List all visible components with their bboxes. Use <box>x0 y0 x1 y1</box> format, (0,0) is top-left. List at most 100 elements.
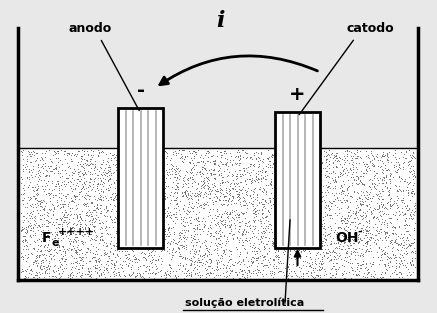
Point <box>192 163 199 168</box>
Point <box>319 184 326 189</box>
Point <box>70 236 77 241</box>
Point <box>180 207 187 212</box>
Point <box>71 153 78 158</box>
Point <box>111 264 118 269</box>
Point <box>34 254 41 259</box>
Point <box>176 173 183 178</box>
Point <box>72 234 79 239</box>
Point <box>262 215 269 220</box>
Point <box>252 214 259 219</box>
Point <box>401 151 408 156</box>
Point <box>243 150 250 155</box>
Point <box>327 258 334 263</box>
Point <box>215 198 222 203</box>
Point <box>376 204 383 209</box>
Point <box>243 176 250 181</box>
Point <box>352 178 359 183</box>
Point <box>323 173 330 178</box>
Point <box>248 161 255 166</box>
Point <box>232 269 239 274</box>
Point <box>144 270 151 275</box>
Point <box>205 249 212 254</box>
Point <box>103 225 110 230</box>
Point <box>254 210 261 215</box>
Point <box>94 180 101 185</box>
Point <box>304 269 311 274</box>
Point <box>184 228 191 233</box>
Point <box>86 222 93 227</box>
Point <box>326 162 333 167</box>
Point <box>221 194 228 199</box>
Point <box>349 172 356 177</box>
Point <box>167 198 174 203</box>
Point <box>354 272 361 277</box>
Point <box>72 248 79 253</box>
Point <box>375 237 382 242</box>
Point <box>75 267 82 272</box>
Point <box>260 264 267 269</box>
Point <box>102 152 109 157</box>
Point <box>357 155 364 160</box>
Point <box>368 208 375 213</box>
Point <box>155 270 162 275</box>
Point <box>108 158 114 163</box>
Point <box>52 269 59 274</box>
Point <box>327 223 334 228</box>
Point <box>319 264 326 269</box>
Point <box>375 188 382 193</box>
Point <box>262 199 269 204</box>
Point <box>38 249 45 254</box>
Point <box>385 244 392 249</box>
Point <box>251 219 258 224</box>
Point <box>188 262 195 267</box>
Point <box>55 235 62 240</box>
Point <box>174 202 181 207</box>
Point <box>87 200 94 205</box>
Point <box>234 154 241 159</box>
Point <box>254 169 261 174</box>
Point <box>409 255 416 260</box>
Point <box>35 223 42 228</box>
Point <box>171 170 178 175</box>
Point <box>49 180 55 185</box>
Point <box>348 275 355 280</box>
Point <box>52 163 59 168</box>
Point <box>318 168 325 173</box>
Point <box>409 240 416 245</box>
Point <box>39 258 46 263</box>
Point <box>189 201 196 206</box>
Point <box>252 208 259 213</box>
Point <box>218 218 225 223</box>
Point <box>403 185 410 190</box>
Point <box>397 240 404 245</box>
Point <box>372 153 379 158</box>
Point <box>224 214 231 219</box>
Point <box>38 257 45 262</box>
Point <box>166 274 173 279</box>
Point <box>237 156 244 161</box>
Point <box>176 168 183 173</box>
Point <box>364 196 371 201</box>
Point <box>318 182 325 187</box>
Point <box>346 236 353 241</box>
Point <box>44 224 51 229</box>
Point <box>302 248 309 253</box>
Point <box>82 271 89 276</box>
Point <box>224 180 231 185</box>
Point <box>333 230 340 235</box>
Point <box>68 254 75 259</box>
Point <box>84 204 91 209</box>
Point <box>101 172 108 177</box>
Point <box>175 208 182 213</box>
Point <box>41 245 48 250</box>
Point <box>195 239 202 244</box>
Point <box>28 196 35 201</box>
Point <box>114 224 121 229</box>
Point <box>20 225 27 230</box>
Point <box>115 271 122 276</box>
Point <box>172 152 179 157</box>
Point <box>307 272 314 277</box>
Point <box>281 251 288 256</box>
Point <box>97 231 104 236</box>
Point <box>343 187 350 192</box>
